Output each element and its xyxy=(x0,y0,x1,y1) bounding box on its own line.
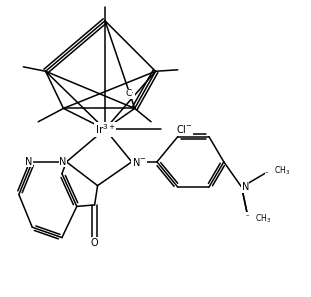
Text: N$^{-}$: N$^{-}$ xyxy=(132,156,146,168)
Text: O: O xyxy=(91,238,98,248)
Text: N: N xyxy=(25,157,32,167)
Text: C·: C· xyxy=(126,89,135,98)
Text: CH$_3$: CH$_3$ xyxy=(255,212,271,225)
Text: N: N xyxy=(242,182,249,192)
Text: –: – xyxy=(265,169,269,175)
Text: Cl$^{-}$: Cl$^{-}$ xyxy=(176,123,193,135)
Text: Ir$^{3+}$: Ir$^{3+}$ xyxy=(95,122,115,136)
Text: CH$_3$: CH$_3$ xyxy=(274,165,290,177)
Text: N: N xyxy=(59,157,67,167)
Text: –: – xyxy=(246,212,249,218)
